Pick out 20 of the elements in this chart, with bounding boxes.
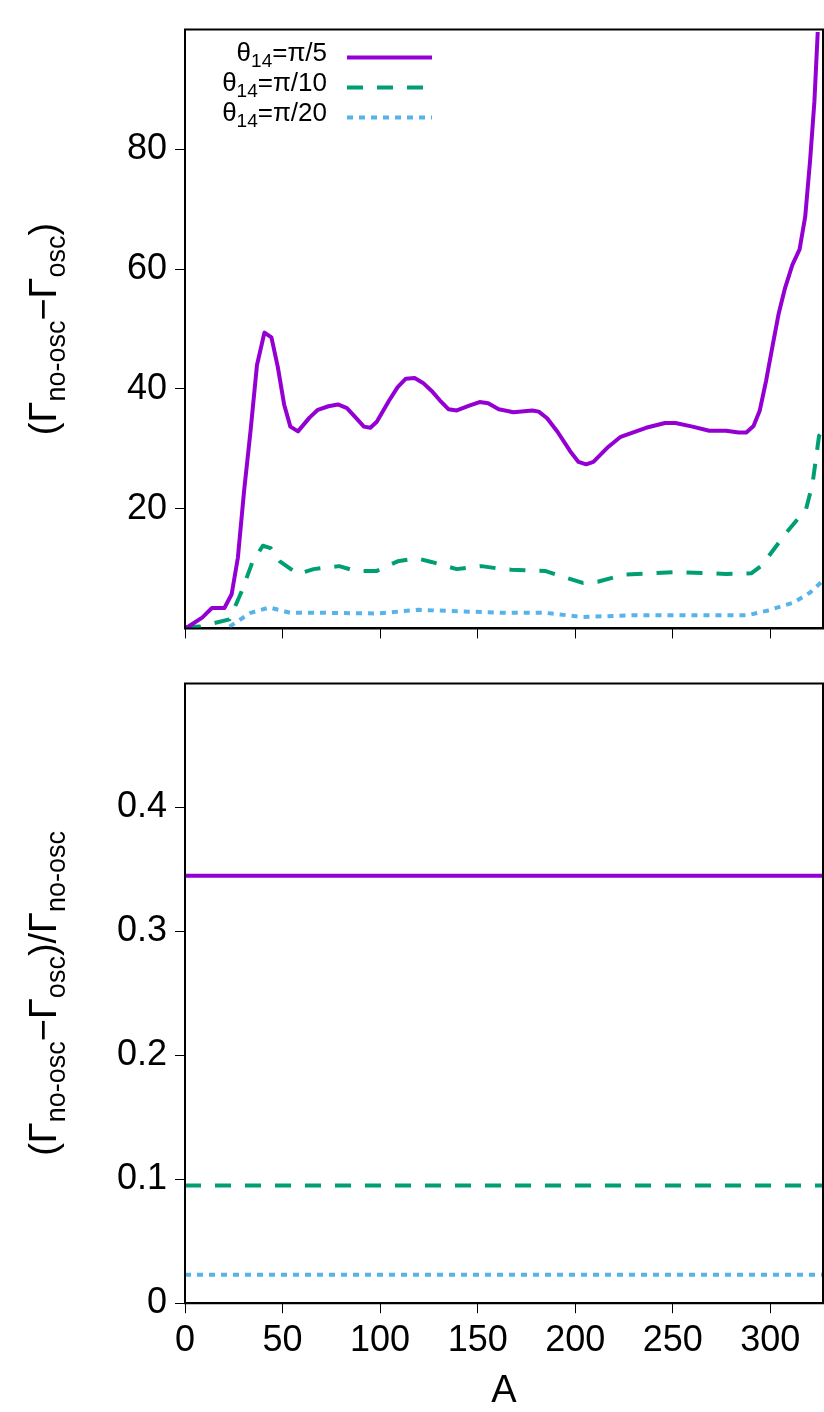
line-series [227,579,823,629]
x-axis-title: A [491,1367,518,1410]
y-tick-label: 40 [126,365,167,407]
x-tick-label: 300 [740,1317,801,1359]
x-tick-label: 200 [545,1317,606,1359]
y-tick-label: 0.4 [116,784,167,826]
x-tick-label: 250 [642,1317,703,1359]
y-tick-label: 0.2 [116,1032,167,1074]
y-tick-label: 80 [126,126,167,168]
x-tick-label: 100 [350,1317,411,1359]
x-tick-label: 0 [174,1317,196,1359]
y-tick-label: 20 [126,485,167,527]
x-tick-label: 50 [262,1317,303,1359]
y-tick-label: 60 [126,246,167,288]
y-axis-title: (Γno-osc−Γosc) [22,222,71,436]
y-tick-label: 0.3 [116,908,167,950]
y-axis-title: (Γno-osc−Γosc)/Γno-osc [22,830,71,1156]
y-tick-label: 0 [146,1280,167,1322]
x-tick-label: 150 [447,1317,508,1359]
y-tick-label: 0.1 [116,1156,167,1198]
